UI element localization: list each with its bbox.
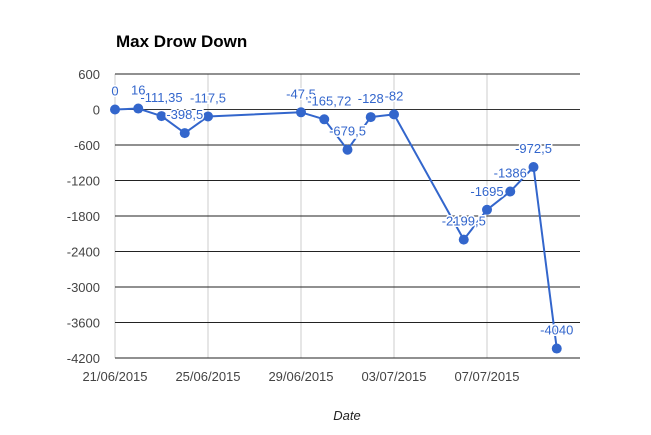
y-tick-label: 600 xyxy=(78,67,100,82)
data-point xyxy=(296,107,306,118)
y-tick-label: -1800 xyxy=(67,209,100,224)
data-point xyxy=(203,111,213,122)
y-tick-label: -600 xyxy=(74,138,100,153)
data-label: -117,5 xyxy=(190,90,226,105)
x-tick-label: 21/06/2015 xyxy=(82,369,147,384)
data-label: -972,5 xyxy=(515,141,552,156)
data-point xyxy=(110,104,120,115)
data-point xyxy=(505,186,516,197)
data-point xyxy=(133,103,144,114)
series-line xyxy=(110,103,562,354)
data-point xyxy=(528,162,539,173)
y-tick-label: -4200 xyxy=(67,351,100,366)
x-tick-label: 25/06/2015 xyxy=(175,369,240,384)
data-point xyxy=(458,234,469,245)
data-label: -82 xyxy=(385,88,404,103)
data-label: -47,5 xyxy=(286,86,316,101)
gridlines xyxy=(114,73,580,359)
x-axis-ticks: 21/06/2015 25/06/2015 29/06/2015 03/07/2015… xyxy=(82,369,519,384)
y-axis-ticks: 600 0 -600 -1200 -1800 -2400 -3000 -3600 -4200 xyxy=(67,67,100,366)
data-point xyxy=(365,112,376,123)
data-point xyxy=(389,109,399,120)
y-tick-label: -3600 xyxy=(67,316,100,331)
x-axis-label: Date xyxy=(333,408,360,423)
data-point xyxy=(156,111,167,122)
data-point xyxy=(482,204,492,215)
data-point xyxy=(551,343,562,354)
data-label: -679,5 xyxy=(329,124,366,139)
data-label: -1386 xyxy=(494,166,527,181)
data-point xyxy=(342,144,353,155)
data-label: -398,5 xyxy=(166,107,203,122)
x-tick-label: 29/06/2015 xyxy=(268,369,333,384)
y-tick-label: -1200 xyxy=(67,174,100,189)
data-labels: 0 16-111,35 -398,5 -117,5 -47,5-165,72 -679,5… xyxy=(110,81,575,339)
chart-title: Max Drow Down xyxy=(116,32,247,51)
data-point xyxy=(179,128,190,139)
data-label: -111,35 xyxy=(140,90,182,105)
y-tick-label: 0 xyxy=(93,103,100,118)
x-tick-label: 03/07/2015 xyxy=(361,369,426,384)
data-label: -2199,5 xyxy=(442,214,486,229)
data-label: 16 xyxy=(131,83,145,98)
data-label: 0 xyxy=(111,84,118,99)
data-point xyxy=(319,114,330,125)
y-tick-label: -3000 xyxy=(67,280,100,295)
x-tick-label: 07/07/2015 xyxy=(454,369,519,384)
data-label: -165,72 xyxy=(307,93,351,108)
data-label: -128 xyxy=(358,91,384,106)
data-label: -4040 xyxy=(540,323,573,338)
y-tick-label: -2400 xyxy=(67,245,100,260)
data-label: -1695 xyxy=(470,184,503,199)
